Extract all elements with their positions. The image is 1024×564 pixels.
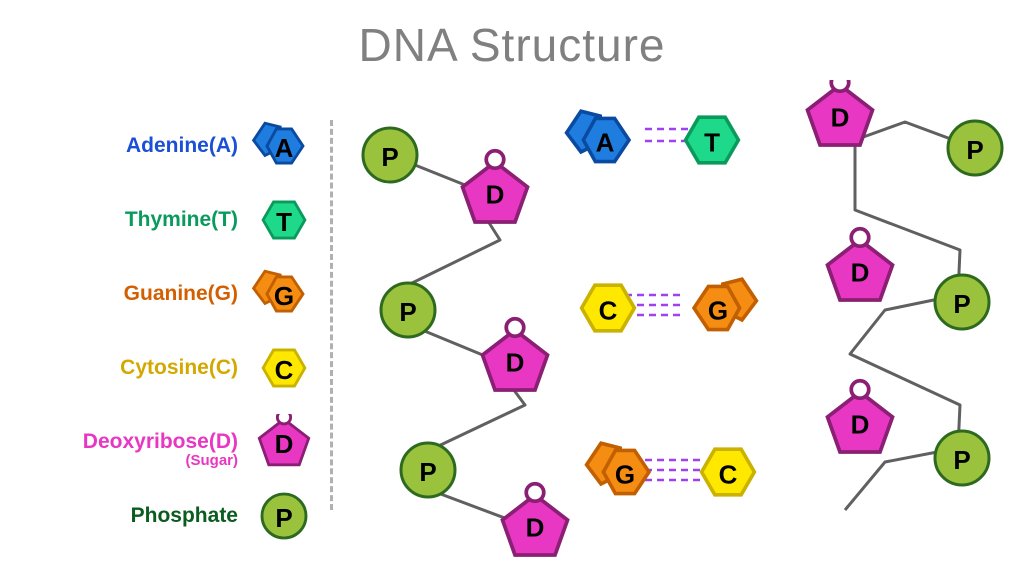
divider — [330, 120, 333, 510]
svg-text:A: A — [275, 133, 294, 163]
legend-label: Phosphate — [20, 504, 248, 528]
legend-label: Thymine(T) — [20, 208, 248, 232]
cytosine-icon: C — [248, 340, 320, 396]
legend-label: Adenine(A) — [20, 134, 248, 158]
svg-text:D: D — [831, 103, 850, 133]
svg-text:P: P — [953, 289, 970, 319]
legend-row-deoxyribose: Deoxyribose(D)(Sugar) D — [20, 416, 320, 468]
legend-label: Deoxyribose(D) — [20, 430, 248, 454]
svg-text:C: C — [599, 295, 618, 325]
legend-label: Guanine(G) — [20, 282, 248, 306]
svg-text:D: D — [851, 410, 870, 440]
svg-text:G: G — [274, 281, 294, 311]
svg-text:D: D — [486, 180, 505, 210]
phosphate-icon: P — [248, 488, 320, 544]
svg-text:D: D — [275, 429, 294, 459]
svg-text:G: G — [615, 459, 635, 489]
legend-label: Cytosine(C) — [20, 356, 248, 380]
svg-text:D: D — [851, 258, 870, 288]
svg-text:P: P — [419, 457, 436, 487]
diagram: P P P P P P D D D D D D A T C G G C — [350, 80, 1010, 550]
svg-text:T: T — [276, 207, 292, 237]
svg-text:C: C — [275, 355, 294, 385]
legend-row-phosphate: Phosphate P — [20, 490, 320, 542]
svg-text:P: P — [966, 135, 983, 165]
legend-row-adenine: Adenine(A) A — [20, 120, 320, 172]
svg-text:P: P — [381, 142, 398, 172]
legend-row-thymine: Thymine(T) T — [20, 194, 320, 246]
svg-text:C: C — [719, 459, 738, 489]
adenine-icon: A — [248, 118, 320, 174]
svg-text:P: P — [399, 297, 416, 327]
svg-text:D: D — [526, 513, 545, 543]
svg-text:P: P — [275, 503, 292, 533]
svg-text:T: T — [704, 127, 720, 157]
deoxyribose-icon: D — [248, 414, 320, 470]
svg-text:A: A — [596, 127, 615, 157]
legend-sublabel: (Sugar) — [186, 452, 239, 469]
legend: Adenine(A) A Thymine(T) T Guanine(G) G Cytosin… — [20, 120, 320, 564]
svg-text:D: D — [506, 348, 525, 378]
legend-row-guanine: Guanine(G) G — [20, 268, 320, 320]
guanine-icon: G — [248, 266, 320, 322]
thymine-icon: T — [248, 192, 320, 248]
legend-row-cytosine: Cytosine(C) C — [20, 342, 320, 394]
svg-text:P: P — [953, 445, 970, 475]
page-title: DNA Structure — [0, 18, 1024, 72]
svg-text:G: G — [708, 295, 728, 325]
